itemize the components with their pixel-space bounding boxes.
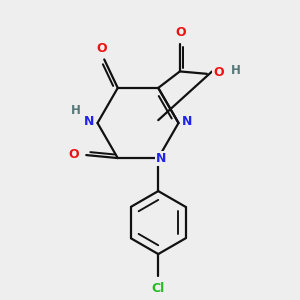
Text: N: N	[84, 115, 94, 128]
Text: O: O	[68, 148, 79, 161]
Text: O: O	[175, 26, 186, 39]
Text: H: H	[71, 104, 81, 117]
Text: N: N	[156, 152, 166, 165]
Text: N: N	[182, 115, 193, 128]
Text: O: O	[213, 66, 224, 79]
Text: H: H	[231, 64, 241, 77]
Text: Cl: Cl	[152, 282, 165, 296]
Text: O: O	[97, 41, 107, 55]
